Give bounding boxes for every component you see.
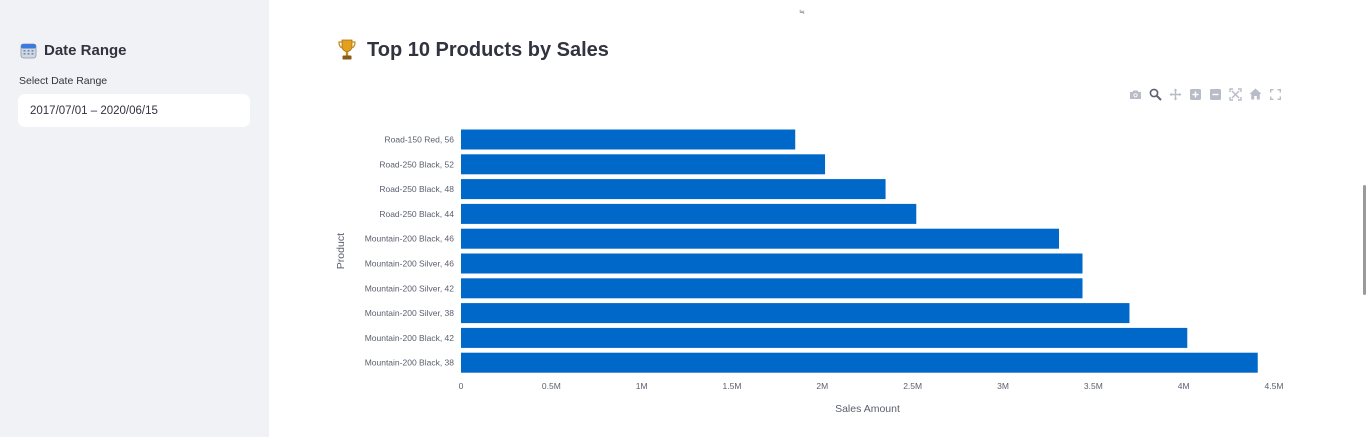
bar	[461, 253, 1083, 274]
bar	[461, 278, 1083, 299]
pan-icon[interactable]	[1165, 86, 1185, 102]
y-tick-label: Mountain-200 Black, 38	[365, 358, 455, 368]
date-range-label: Select Date Range	[19, 75, 108, 87]
sidebar-header: Date Range	[20, 40, 127, 60]
y-tick-label: Mountain-200 Silver, 46	[365, 259, 455, 269]
x-tick-label: 3M	[997, 381, 1009, 391]
y-tick-label: Road-250 Black, 52	[379, 159, 454, 169]
bar	[461, 203, 917, 224]
page-title-text: Top 10 Products by Sales	[367, 38, 609, 61]
calendar-icon	[20, 42, 37, 59]
x-tick-label: 2M	[816, 381, 828, 391]
main-content: ≒ Top 10 Products by Sales	[269, 0, 1366, 437]
fullscreen-icon[interactable]	[1265, 86, 1285, 102]
top-glyph: ≒	[799, 9, 805, 16]
bar	[461, 327, 1188, 348]
autoscale-icon[interactable]	[1225, 86, 1245, 102]
date-range-value: 2017/07/01 – 2020/06/15	[30, 104, 158, 117]
bar	[461, 129, 796, 150]
x-tick-label: 0	[459, 381, 464, 391]
zoom-in-icon[interactable]	[1185, 86, 1205, 102]
y-tick-label: Road-250 Black, 44	[379, 209, 454, 219]
sidebar: Date Range Select Date Range 2017/07/01 …	[0, 0, 269, 437]
bar	[461, 352, 1258, 373]
y-tick-label: Mountain-200 Black, 42	[365, 333, 455, 343]
y-tick-label: Mountain-200 Silver, 42	[365, 283, 455, 293]
x-axis-title: Sales Amount	[835, 403, 900, 415]
zoom-out-icon[interactable]	[1205, 86, 1225, 102]
sidebar-title: Date Range	[44, 41, 127, 59]
x-tick-label: 4M	[1178, 381, 1190, 391]
camera-icon[interactable]	[1125, 86, 1145, 102]
reset-axes-icon[interactable]	[1245, 86, 1265, 102]
y-axis-title: Product	[335, 233, 347, 269]
x-tick-label: 4.5M	[1265, 381, 1284, 391]
trophy-icon	[337, 38, 357, 62]
x-tick-label: 1.5M	[723, 381, 742, 391]
x-tick-label: 2.5M	[903, 381, 922, 391]
top-products-chart: Road-150 Red, 56 Road-250 Black, 52 Road-2…	[335, 129, 1284, 415]
y-tick-label: Road-150 Red, 56	[385, 135, 455, 145]
page-title: Top 10 Products by Sales	[337, 38, 609, 62]
chart-modebar	[1125, 86, 1285, 102]
y-tick-label: Road-250 Black, 48	[379, 184, 454, 194]
x-tick-label: 1M	[636, 381, 648, 391]
bar	[461, 228, 1060, 249]
bar	[461, 303, 1130, 324]
y-tick-label: Mountain-200 Black, 46	[365, 234, 455, 244]
y-tick-label: Mountain-200 Silver, 38	[365, 308, 455, 318]
date-range-input[interactable]: 2017/07/01 – 2020/06/15	[18, 94, 250, 127]
zoom-icon[interactable]	[1145, 86, 1165, 102]
x-tick-label: 0.5M	[542, 381, 561, 391]
bar	[461, 154, 826, 175]
bar	[461, 179, 886, 200]
x-tick-label: 3.5M	[1084, 381, 1103, 391]
main-scrollbar[interactable]	[1363, 185, 1366, 295]
